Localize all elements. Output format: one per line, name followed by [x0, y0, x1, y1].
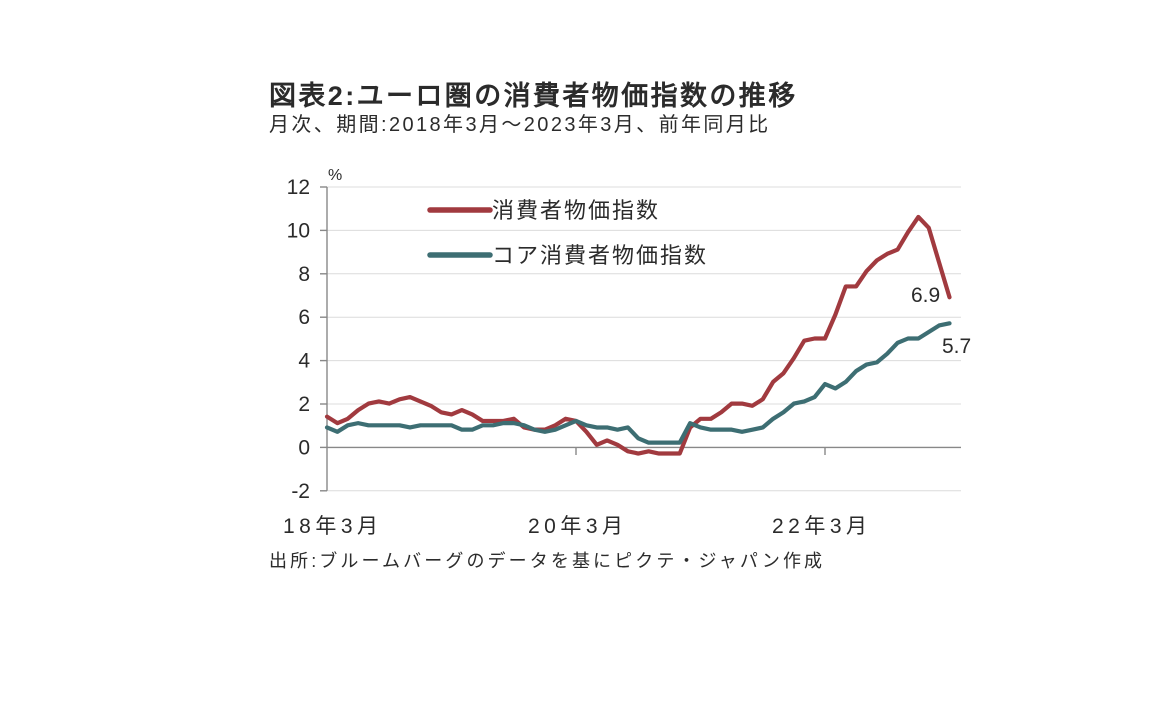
svg-text:12: 12	[287, 176, 310, 199]
svg-text:5.7: 5.7	[942, 335, 971, 358]
svg-text:4: 4	[298, 350, 310, 373]
svg-text:10: 10	[287, 219, 310, 242]
svg-text:22年3月: 22年3月	[772, 515, 872, 538]
svg-text:8: 8	[298, 263, 310, 286]
svg-text:6.9: 6.9	[911, 284, 940, 307]
svg-text:0: 0	[298, 436, 310, 459]
svg-text:20年3月: 20年3月	[528, 515, 628, 538]
svg-text:消費者物価指数: 消費者物価指数	[492, 198, 660, 223]
svg-text:-2: -2	[291, 480, 310, 503]
svg-text:2: 2	[298, 393, 310, 416]
svg-text:18年3月: 18年3月	[283, 515, 383, 538]
svg-text:%: %	[328, 167, 342, 184]
svg-text:コア消費者物価指数: コア消費者物価指数	[492, 243, 708, 268]
svg-text:6: 6	[298, 306, 310, 329]
